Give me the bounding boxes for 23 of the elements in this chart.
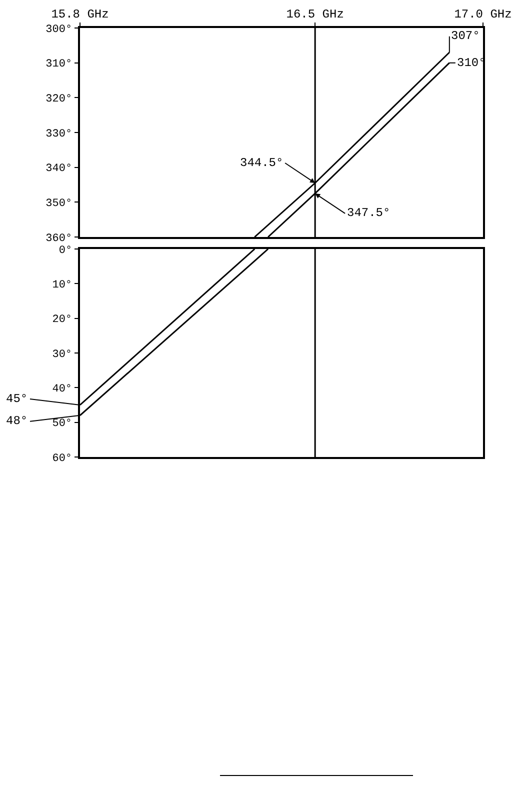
annotation: 310° [457,56,486,70]
y-tick-label: 20° [52,314,72,326]
y-tick-label: 340° [46,163,72,176]
annotation: 307° [451,29,480,43]
y-tick-label: 320° [46,94,72,106]
x-tick-label: 17.0 GHz [454,7,512,22]
y-tick-label: 50° [52,418,72,430]
annotation: 344.5° [240,156,284,170]
annotation: 347.5° [347,206,390,220]
y-tick-label: 330° [46,128,72,140]
y-tick-label: 10° [52,280,72,292]
y-tick-label: 350° [46,198,72,210]
y-tick-label: 0° [58,244,72,257]
x-tick-label: 16.5 GHz [286,7,344,22]
annotation: 45° [6,392,28,406]
y-tick-label: 300° [46,24,72,36]
annotation: 48° [6,414,28,428]
x-tick-label: 15.8 GHz [51,7,109,22]
y-tick-label: 60° [52,452,72,465]
y-tick-label: 40° [52,384,72,396]
y-tick-label: 360° [46,232,72,245]
y-tick-label: 310° [46,58,72,71]
y-tick-label: 30° [52,348,72,361]
